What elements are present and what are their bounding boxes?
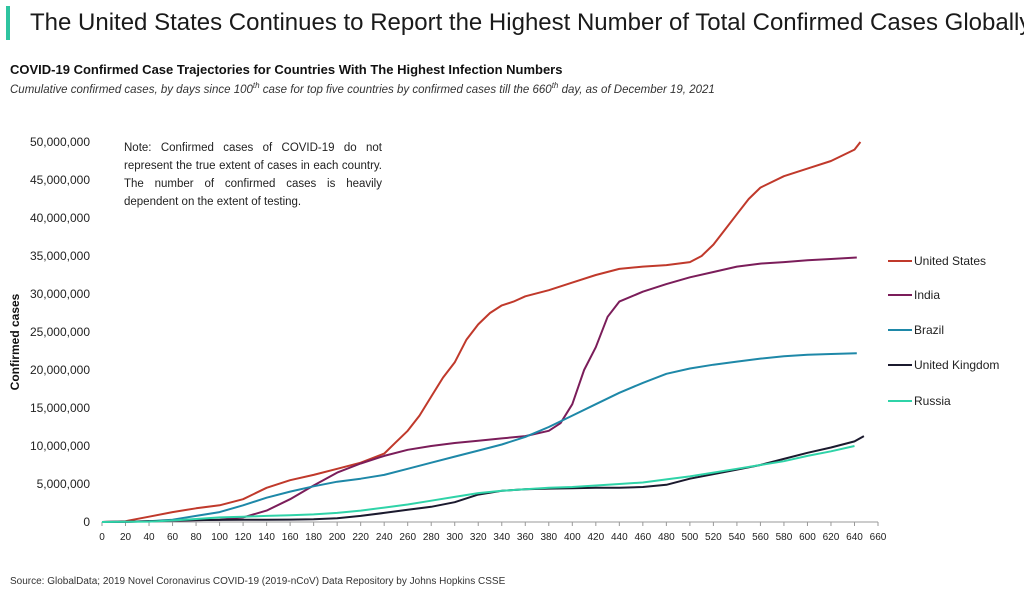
subtitle-part-1: Cumulative confirmed cases, by days sinc… xyxy=(10,83,253,96)
x-tick-label: 360 xyxy=(517,532,534,543)
series-line-united-states xyxy=(101,141,862,523)
legend-label-india: India xyxy=(914,288,940,302)
x-tick-label: 240 xyxy=(376,532,393,543)
x-tick-label: 100 xyxy=(211,532,228,543)
x-tick-label: 440 xyxy=(611,532,628,543)
chart-note: Note: Confirmed cases of COVID-19 do not… xyxy=(124,142,382,208)
x-tick-label: 420 xyxy=(587,532,604,543)
x-tick-label: 180 xyxy=(305,532,322,543)
x-tick-label: 660 xyxy=(870,532,887,543)
y-tick-label: 5,000,000 xyxy=(37,477,91,491)
x-tick-label: 80 xyxy=(190,532,202,543)
series-line-india xyxy=(101,256,857,523)
x-tick-label: 460 xyxy=(635,532,652,543)
series-line-brazil xyxy=(101,352,857,523)
legend-label-brazil: Brazil xyxy=(914,323,944,337)
x-tick-label: 120 xyxy=(235,532,252,543)
x-tick-label: 380 xyxy=(540,532,557,543)
y-tick-label: 20,000,000 xyxy=(30,363,90,377)
x-tick-label: 300 xyxy=(446,532,463,543)
y-tick-label: 45,000,000 xyxy=(30,173,90,187)
y-tick-label: 0 xyxy=(83,515,90,529)
subtitle-part-3: day, as of December 19, 2021 xyxy=(558,83,715,96)
x-tick-label: 220 xyxy=(352,532,369,543)
x-tick-label: 40 xyxy=(143,532,155,543)
title-accent-bar xyxy=(6,6,10,40)
subtitle-part-2: case for top five countries by confirmed… xyxy=(259,83,552,96)
x-tick-label: 620 xyxy=(823,532,840,543)
x-tick-label: 580 xyxy=(776,532,793,543)
chart-series xyxy=(101,141,865,523)
y-tick-label: 25,000,000 xyxy=(30,325,90,339)
y-tick-label: 50,000,000 xyxy=(30,135,90,149)
x-tick-label: 280 xyxy=(423,532,440,543)
legend-label-united-kingdom: United Kingdom xyxy=(914,358,999,372)
x-tick-label: 320 xyxy=(470,532,487,543)
x-tick-label: 140 xyxy=(258,532,275,543)
subtitle-sup-2: th xyxy=(551,81,559,90)
y-tick-label: 15,000,000 xyxy=(30,401,90,415)
source-note: Source: GlobalData; 2019 Novel Coronavir… xyxy=(10,576,506,587)
x-tick-label: 340 xyxy=(493,532,510,543)
x-tick-label: 20 xyxy=(120,532,132,543)
x-tick-label: 600 xyxy=(799,532,816,543)
y-tick-label: 30,000,000 xyxy=(30,287,90,301)
x-tick-label: 60 xyxy=(167,532,179,543)
x-tick-label: 640 xyxy=(846,532,863,543)
chart-axes: 0 20 40 60 80 100 120 140 160 180 200 220 240 260 280 3… xyxy=(8,135,887,543)
x-tick-label: 500 xyxy=(682,532,699,543)
subtitle-sup-1: th xyxy=(252,81,260,90)
x-tick-label: 520 xyxy=(705,532,722,543)
x-tick-label: 560 xyxy=(752,532,769,543)
chart-legend: United States India Brazil United Kingdom Ru… xyxy=(888,254,999,408)
y-tick-label: 35,000,000 xyxy=(30,249,90,263)
x-tick-label: 480 xyxy=(658,532,675,543)
page-title: The United States Continues to Report th… xyxy=(30,9,1024,36)
x-tick-label: 540 xyxy=(729,532,746,543)
y-axis-label: Confirmed cases xyxy=(8,293,22,390)
x-tick-label: 260 xyxy=(399,532,416,543)
y-tick-label: 40,000,000 xyxy=(30,211,90,225)
chart-subtitle: Cumulative confirmed cases, by days sinc… xyxy=(10,81,715,96)
series-line-russia xyxy=(101,445,855,523)
chart-title: COVID-19 Confirmed Case Trajectories for… xyxy=(10,62,563,77)
x-tick-label: 0 xyxy=(99,532,105,543)
legend-label-russia: Russia xyxy=(914,394,951,408)
y-tick-label: 10,000,000 xyxy=(30,439,90,453)
legend-label-united-states: United States xyxy=(914,254,986,268)
x-tick-label: 400 xyxy=(564,532,581,543)
x-tick-label: 200 xyxy=(329,532,346,543)
x-tick-label: 160 xyxy=(282,532,299,543)
